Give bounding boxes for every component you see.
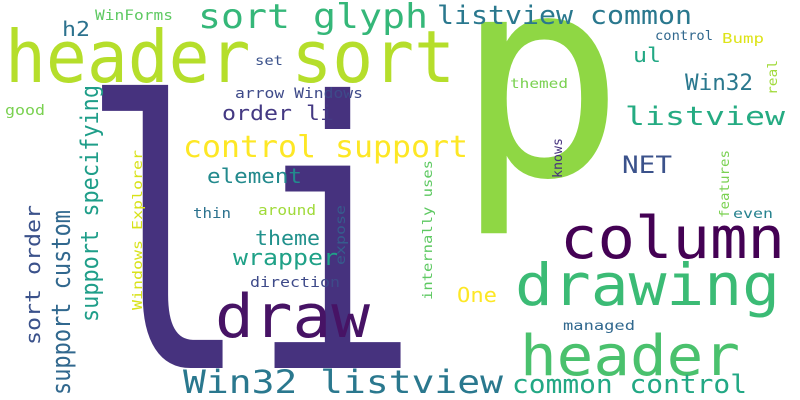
word: managed xyxy=(563,319,635,334)
word: real xyxy=(766,60,781,95)
word: themed xyxy=(510,77,568,92)
word: support specifying xyxy=(76,85,104,322)
word: internally uses xyxy=(421,160,436,300)
word: control support xyxy=(183,130,468,165)
word: listview common xyxy=(437,1,692,31)
word: thin xyxy=(193,206,231,222)
word: header xyxy=(520,324,740,389)
word: control xyxy=(655,29,713,44)
word: column xyxy=(560,204,785,272)
word: set xyxy=(255,54,283,69)
word: li xyxy=(80,26,420,400)
word: good xyxy=(5,103,45,119)
word: order li xyxy=(222,101,334,125)
word: Bump xyxy=(722,32,764,47)
word: arrow Windows xyxy=(235,86,363,102)
word: support custom xyxy=(47,210,77,395)
word: ul xyxy=(633,43,661,67)
word: Windows Explorer xyxy=(131,150,146,310)
word: around xyxy=(258,203,316,219)
word: element xyxy=(207,164,302,188)
word: Win32 xyxy=(685,71,753,96)
word: WinForms xyxy=(95,8,173,24)
word: knows xyxy=(551,138,566,178)
word: wrapper xyxy=(233,246,338,271)
word: sort order xyxy=(21,205,45,345)
word: expose xyxy=(334,205,349,265)
word: drawing xyxy=(515,251,780,319)
word: features xyxy=(718,150,733,218)
word: h2 xyxy=(62,17,90,41)
word: Win32 listview xyxy=(183,363,504,400)
word: theme xyxy=(255,226,320,250)
word: direction xyxy=(250,275,340,291)
word: sort glyph xyxy=(198,0,428,37)
word: NET xyxy=(622,151,672,179)
word: listview xyxy=(625,102,785,132)
word: common control xyxy=(512,370,747,400)
word: even xyxy=(733,207,773,222)
word: p xyxy=(455,0,625,242)
word: One xyxy=(457,283,497,307)
word: draw xyxy=(215,282,371,352)
word: header sort xyxy=(5,15,455,99)
